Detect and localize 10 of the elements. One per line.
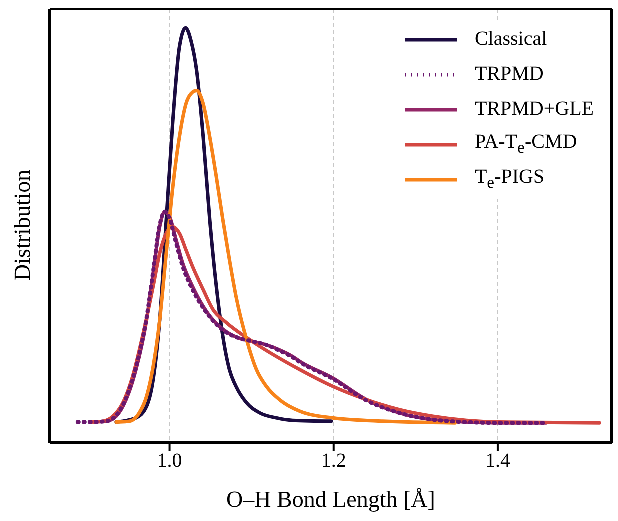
x-tick-label: 1.0 [157, 450, 182, 472]
y-axis-title: Distribution [10, 169, 36, 281]
legend-label: TRPMD [474, 63, 544, 86]
x-tick-label: 1.4 [485, 450, 510, 472]
x-tick-label: 1.2 [321, 450, 346, 472]
legend-label: PA-T$_{e}$-CMD [474, 131, 578, 158]
legend-label: TRPMD+GLE [474, 98, 594, 121]
legend-label: Classical [474, 28, 548, 51]
x-axis-title: O–H Bond Length [Å] [226, 487, 436, 512]
legend-label: T$_{e}$-PIGS [474, 166, 545, 193]
